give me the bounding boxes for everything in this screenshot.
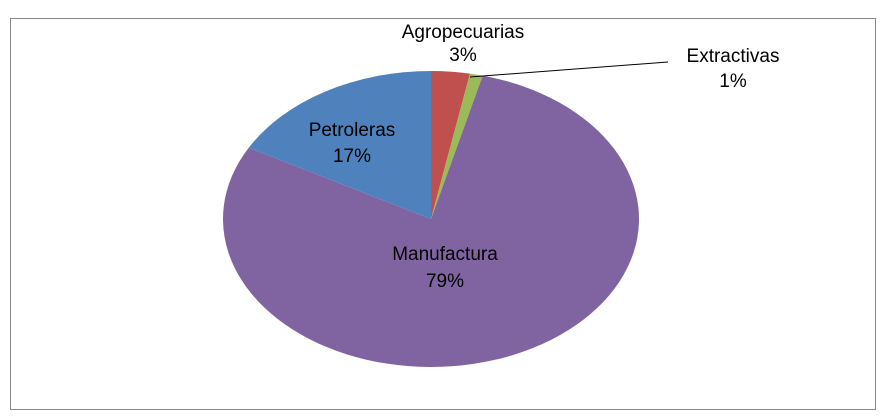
slice-label-value: 1% xyxy=(719,71,747,92)
pie-slice xyxy=(431,71,470,219)
pie-slice xyxy=(248,71,431,219)
pie-slice xyxy=(431,73,483,219)
slice-label-name: Manufactura xyxy=(392,244,498,265)
slice-label-name: Petroleras xyxy=(309,120,396,141)
slice-label-name: Agropecuarias xyxy=(402,22,525,43)
leader-line xyxy=(469,61,669,78)
slice-label-value: 3% xyxy=(449,45,477,66)
slice-label-value: 79% xyxy=(426,271,464,292)
pie-slice xyxy=(223,75,640,367)
slice-label-value: 17% xyxy=(333,146,371,167)
slice-label-name: Extractivas xyxy=(687,46,780,67)
